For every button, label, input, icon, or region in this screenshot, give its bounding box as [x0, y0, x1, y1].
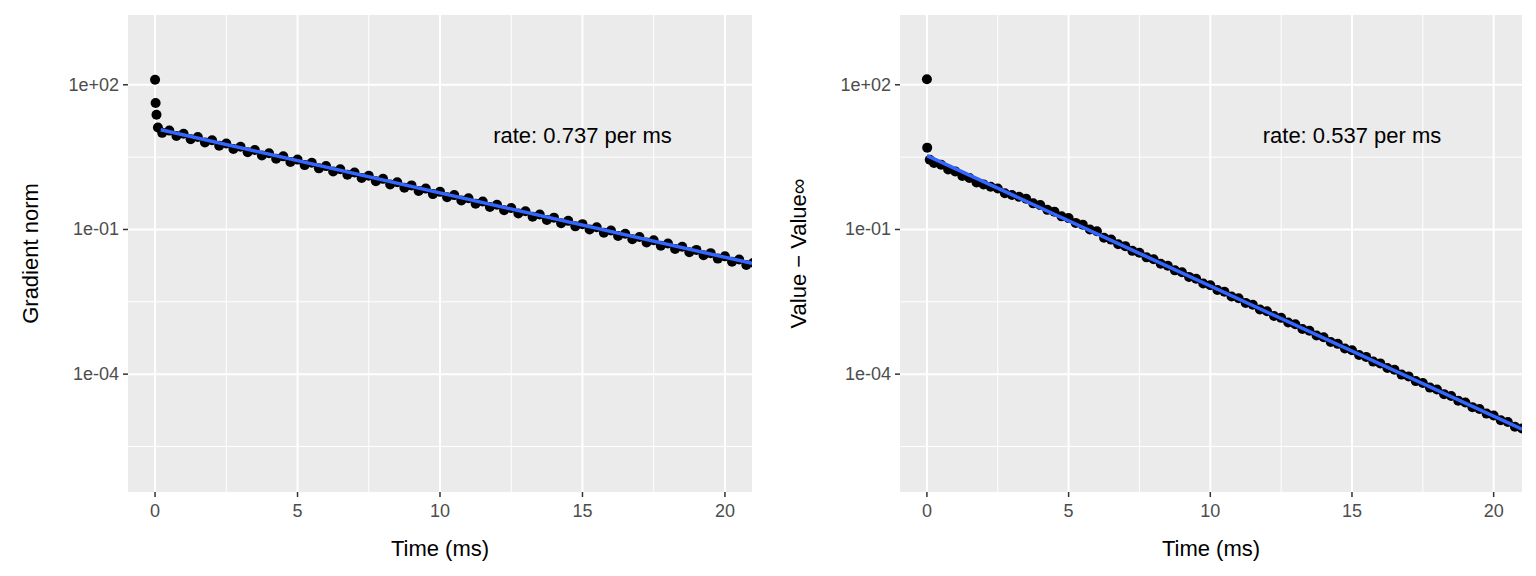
minor-grid	[1422, 15, 1423, 492]
grid-line	[154, 15, 156, 492]
tick-mark	[724, 492, 726, 497]
grid-line	[900, 373, 1522, 375]
y-axis-title: Gradient norm	[18, 183, 43, 324]
grid-line	[128, 84, 752, 86]
tick-label: 1e-01	[73, 219, 119, 239]
tick-label: 1e+02	[840, 75, 891, 95]
minor-grid	[997, 15, 998, 492]
grid-line	[128, 228, 752, 230]
tick-mark	[439, 492, 441, 497]
tick-label: 15	[572, 501, 592, 521]
tick-mark	[1493, 492, 1495, 497]
minor-grid	[1281, 15, 1282, 492]
point	[922, 143, 932, 153]
tick-mark	[123, 373, 128, 375]
annotation: rate: 0.737 per ms	[493, 123, 672, 148]
tick-mark	[895, 229, 900, 231]
grid-line	[1068, 15, 1070, 492]
minor-grid	[368, 15, 369, 492]
tick-label: 1e-04	[845, 364, 891, 384]
tick-mark	[297, 492, 299, 497]
tick-mark	[1068, 492, 1070, 497]
x-axis-title: Time (ms)	[391, 536, 489, 561]
tick-mark	[1351, 492, 1353, 497]
point	[151, 98, 161, 108]
grid-line	[900, 84, 1522, 86]
fit-line	[927, 156, 1522, 430]
tick-label: 20	[1484, 501, 1504, 521]
grid-line	[439, 15, 441, 492]
tick-mark	[926, 492, 928, 497]
tick-mark	[1210, 492, 1212, 497]
tick-label: 1e-04	[73, 364, 119, 384]
panel-background	[900, 15, 1522, 492]
plot-marks	[922, 74, 1522, 433]
x-axis-title: Time (ms)	[1162, 536, 1260, 561]
minor-grid	[511, 15, 512, 492]
tick-label: 0	[922, 501, 932, 521]
annotation: rate: 0.537 per ms	[1263, 123, 1442, 148]
point	[922, 74, 932, 84]
tick-label: 1e-01	[845, 219, 891, 239]
grid-line	[128, 373, 752, 375]
tick-mark	[123, 84, 128, 86]
plot-marks	[150, 75, 752, 270]
tick-label: 20	[715, 501, 735, 521]
tick-mark	[582, 492, 584, 497]
grid-line	[581, 15, 583, 492]
tick-mark	[154, 492, 156, 497]
point	[150, 75, 160, 85]
tick-label: 1e+02	[68, 75, 119, 95]
tick-mark	[123, 229, 128, 231]
tick-label: 10	[1200, 501, 1220, 521]
fit-line	[161, 130, 752, 264]
tick-label: 10	[430, 501, 450, 521]
tick-label: 5	[293, 501, 303, 521]
tick-mark	[895, 373, 900, 375]
tick-label: 5	[1064, 501, 1074, 521]
grid-line	[926, 15, 928, 492]
tick-label: 0	[150, 501, 160, 521]
grid-line	[1209, 15, 1211, 492]
grid-line	[900, 228, 1522, 230]
figure: 0 5 10 15 20 1e+02 1e-01 1e-04 rate: 0.737 per m…	[0, 0, 1536, 576]
tick-label: 15	[1342, 501, 1362, 521]
y-axis-title: Value − Value∞	[786, 178, 811, 328]
minor-grid	[653, 15, 654, 492]
minor-grid	[226, 15, 227, 492]
point	[151, 110, 161, 120]
panel-background	[128, 15, 752, 492]
grid-line	[1351, 15, 1353, 492]
tick-mark	[895, 84, 900, 86]
grid-line	[297, 15, 299, 492]
